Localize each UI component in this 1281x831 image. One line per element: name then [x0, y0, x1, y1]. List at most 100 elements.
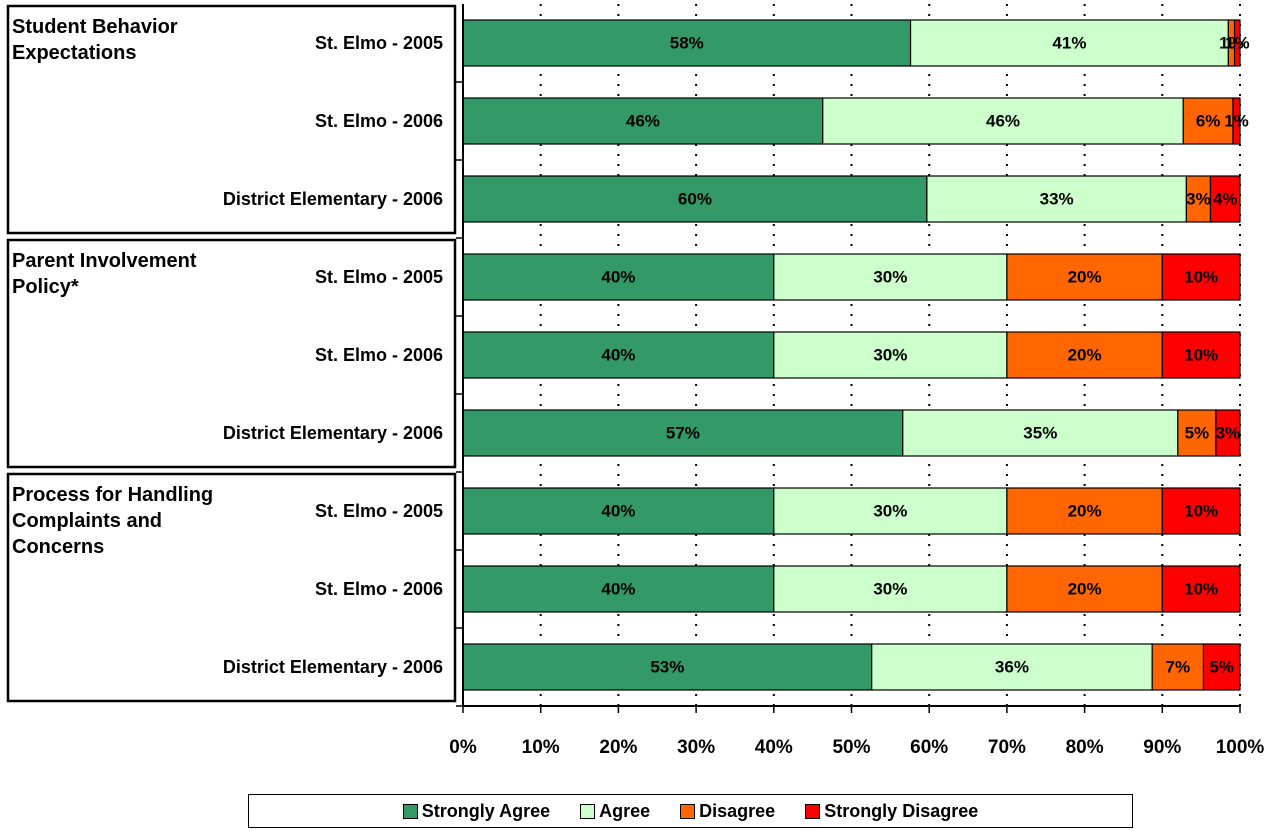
- bar-segment: [1161, 253, 1241, 301]
- y-tick-label-text: St. Elmo - 2005: [314, 267, 443, 287]
- x-tick-label: 90%: [1143, 737, 1181, 758]
- x-tick-label: 0%: [449, 737, 477, 758]
- data-label: 5%: [1185, 423, 1210, 442]
- data-label: 53%: [650, 657, 684, 676]
- bar-segment: [871, 643, 1153, 691]
- data-label: 30%: [873, 345, 907, 364]
- group-box: [6, 4, 457, 235]
- bar-segment: [462, 643, 873, 691]
- bar-segment: [1161, 487, 1241, 535]
- data-label: 36%: [995, 657, 1029, 676]
- legend-label: Agree: [599, 800, 651, 821]
- data-label: 60%: [678, 189, 712, 208]
- data-label: 10%: [1184, 345, 1218, 364]
- bar-segment: [462, 409, 904, 457]
- legend-item: Disagree: [680, 801, 775, 822]
- bar-segment: [1232, 97, 1241, 145]
- y-tick-label-text: St. Elmo - 2006: [314, 111, 443, 131]
- x-tick-label: 50%: [832, 737, 870, 758]
- y-tick-label-text: St. Elmo - 2006: [314, 345, 443, 365]
- group-label: Student Behavior Expectations: [12, 16, 178, 64]
- data-label: 3%: [1186, 189, 1211, 208]
- y-tick-label-text: St. Elmo - 2005: [314, 33, 443, 53]
- data-label: 46%: [986, 111, 1020, 130]
- group-box: [6, 472, 457, 703]
- group-label: Process for Handling Complaints and Conc…: [12, 484, 214, 558]
- data-label: 30%: [873, 267, 907, 286]
- bar-segment: [1006, 253, 1163, 301]
- y-tick-label: District Elementary - 2006: [223, 637, 443, 697]
- data-label: 41%: [1052, 33, 1086, 52]
- legend-item: Strongly Agree: [402, 800, 551, 822]
- y-tick-label: St. Elmo - 2006: [315, 91, 443, 151]
- bar-segment: [1177, 409, 1217, 457]
- bar-segment: [822, 97, 1184, 145]
- y-tick-label: St. Elmo - 2006: [315, 325, 443, 385]
- legend-swatch: [805, 803, 821, 819]
- bar-segment: [909, 19, 1229, 67]
- data-label: 33%: [1040, 189, 1074, 208]
- legend-swatch: [680, 803, 696, 819]
- legend-item: Strongly Disagree: [805, 801, 978, 822]
- data-label: 57%: [666, 423, 700, 442]
- data-label: 10%: [1184, 267, 1218, 286]
- data-label: 58%: [670, 33, 704, 52]
- bar-segment: [926, 175, 1187, 223]
- bar-segment: [773, 487, 1008, 535]
- data-label: 35%: [1023, 423, 1057, 442]
- legend-label: Strongly Disagree: [824, 800, 979, 821]
- data-label: 5%: [1209, 657, 1234, 676]
- y-tick-label: District Elementary - 2006: [223, 403, 443, 463]
- data-label: 1%: [1224, 111, 1249, 130]
- x-tick-label: 60%: [910, 737, 948, 758]
- bar-segment: [1233, 19, 1241, 67]
- bar-segment: [462, 175, 928, 223]
- data-label: 7%: [1166, 657, 1191, 676]
- y-tick-label-text: District Elementary - 2006: [222, 189, 443, 209]
- y-tick-label-text: St. Elmo - 2006: [314, 579, 443, 599]
- legend-item: Agree: [580, 801, 650, 822]
- data-label: 20%: [1068, 267, 1102, 286]
- x-tick-label: 70%: [988, 737, 1026, 758]
- group-box: [6, 238, 457, 469]
- x-tick-label: 10%: [522, 737, 560, 758]
- bar-segment: [462, 565, 775, 613]
- y-tick-label: St. Elmo - 2006: [315, 559, 443, 619]
- bar-segment: [1215, 409, 1241, 457]
- data-label: 3%: [1216, 423, 1241, 442]
- x-tick-label: 100%: [1216, 737, 1265, 758]
- bar-segment: [1161, 331, 1241, 379]
- data-label: 20%: [1068, 579, 1102, 598]
- group-label: Parent Involvement Policy*: [12, 250, 197, 298]
- data-label: 30%: [873, 579, 907, 598]
- y-tick-label-text: St. Elmo - 2005: [314, 501, 443, 521]
- data-label: 6%: [1196, 111, 1221, 130]
- bar-segment: [1006, 331, 1163, 379]
- bar-segment: [1161, 565, 1241, 613]
- y-tick-label-text: District Elementary - 2006: [222, 423, 443, 443]
- bar-segment: [462, 331, 775, 379]
- x-tick-label: 80%: [1066, 737, 1104, 758]
- data-label: 4%: [1213, 189, 1238, 208]
- legend-label: Strongly Agree: [421, 800, 551, 821]
- bar-segment: [462, 487, 775, 535]
- data-label: 40%: [601, 501, 635, 520]
- legend-swatch: [402, 803, 418, 819]
- data-label: 30%: [873, 501, 907, 520]
- legend-swatch: [580, 803, 596, 819]
- y-tick-label-text: District Elementary - 2006: [222, 657, 443, 677]
- y-tick-label: District Elementary - 2006: [223, 169, 443, 229]
- bar-segment: [1151, 643, 1205, 691]
- y-tick-label: St. Elmo - 2005: [315, 247, 443, 307]
- data-label: 20%: [1068, 501, 1102, 520]
- bar-segment: [1006, 487, 1163, 535]
- bar-segment: [773, 253, 1008, 301]
- data-label: 40%: [601, 579, 635, 598]
- legend: Strongly Agree Agree Disagree Strongly Disa…: [248, 794, 1133, 828]
- data-label: 1%: [1225, 33, 1250, 52]
- data-label: 10%: [1184, 501, 1218, 520]
- bar-segment: [1182, 97, 1234, 145]
